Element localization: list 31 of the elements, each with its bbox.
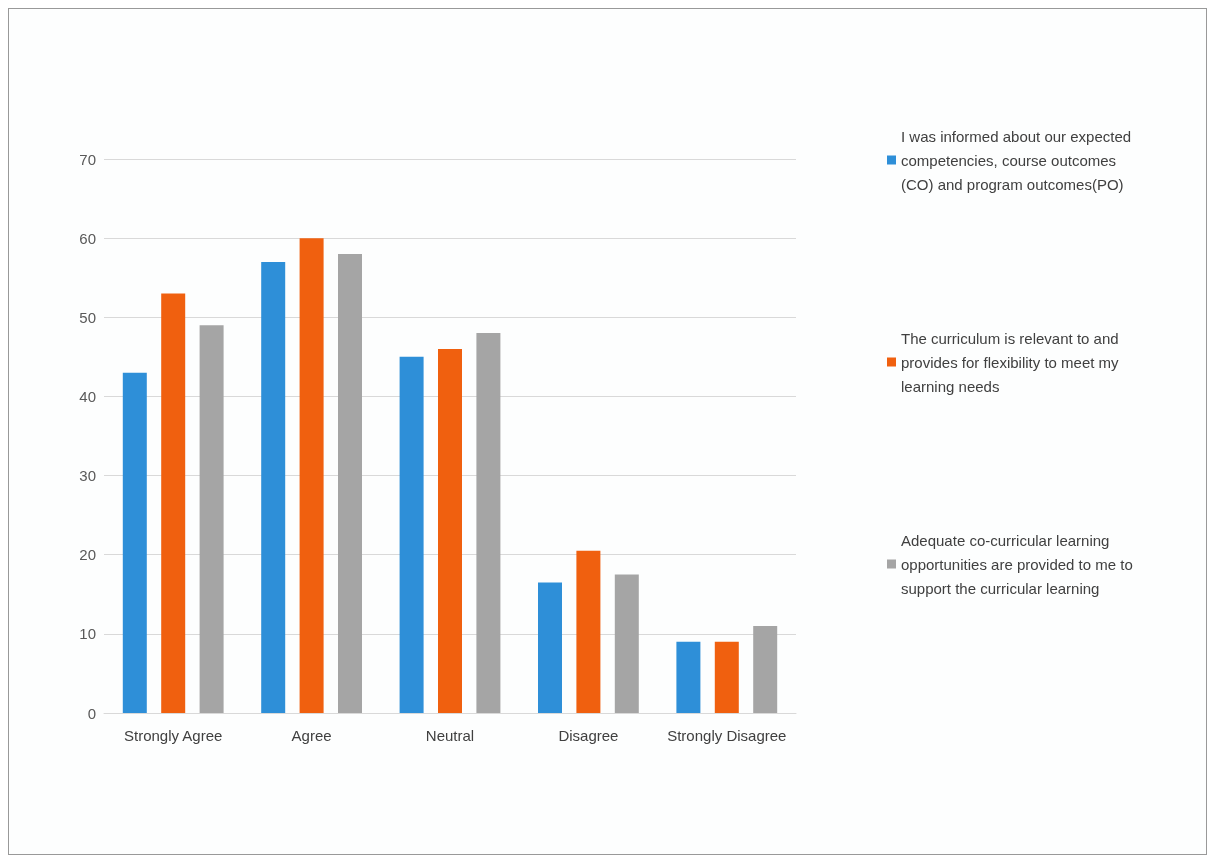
- bar: [161, 293, 186, 713]
- bar: [576, 550, 601, 713]
- bar: [476, 333, 501, 713]
- y-tick-label: 20: [79, 546, 96, 564]
- bar: [261, 261, 286, 713]
- y-tick-label: 40: [79, 387, 96, 405]
- y-tick-label: 0: [87, 704, 96, 722]
- legend-label: The curriculum is relevant to and provides for flexibility to meet my learning needs: [901, 329, 1123, 395]
- bar: [753, 625, 778, 713]
- y-tick-label: 50: [79, 308, 96, 326]
- bar: [122, 372, 147, 713]
- bar: [538, 582, 562, 713]
- bar: [614, 574, 639, 713]
- bar: [299, 238, 324, 713]
- bar: [714, 641, 739, 713]
- legend-label: Adequate co-curricular learning opportunities are provided to me to support the curricular learning: [901, 531, 1137, 597]
- x-tick-label: Agree: [291, 727, 332, 744]
- legend-label: I was informed about our expected competencies, course outcomes (CO) and program outcomes(PO): [901, 127, 1136, 193]
- bar: [399, 356, 424, 713]
- y-tick-label: 10: [79, 625, 96, 643]
- bar: [438, 348, 462, 713]
- x-tick-label: Neutral: [425, 727, 475, 744]
- y-tick-label: 60: [79, 229, 96, 247]
- bar: [338, 253, 362, 713]
- bar: [676, 641, 701, 713]
- y-tick-label: 30: [79, 467, 96, 485]
- x-tick-label: Strongly Agree: [124, 727, 223, 744]
- x-tick-label: Disagree: [558, 727, 619, 744]
- bar: [199, 325, 224, 713]
- x-tick-label: Strongly Disagree: [667, 727, 787, 744]
- y-tick-label: 70: [79, 150, 96, 168]
